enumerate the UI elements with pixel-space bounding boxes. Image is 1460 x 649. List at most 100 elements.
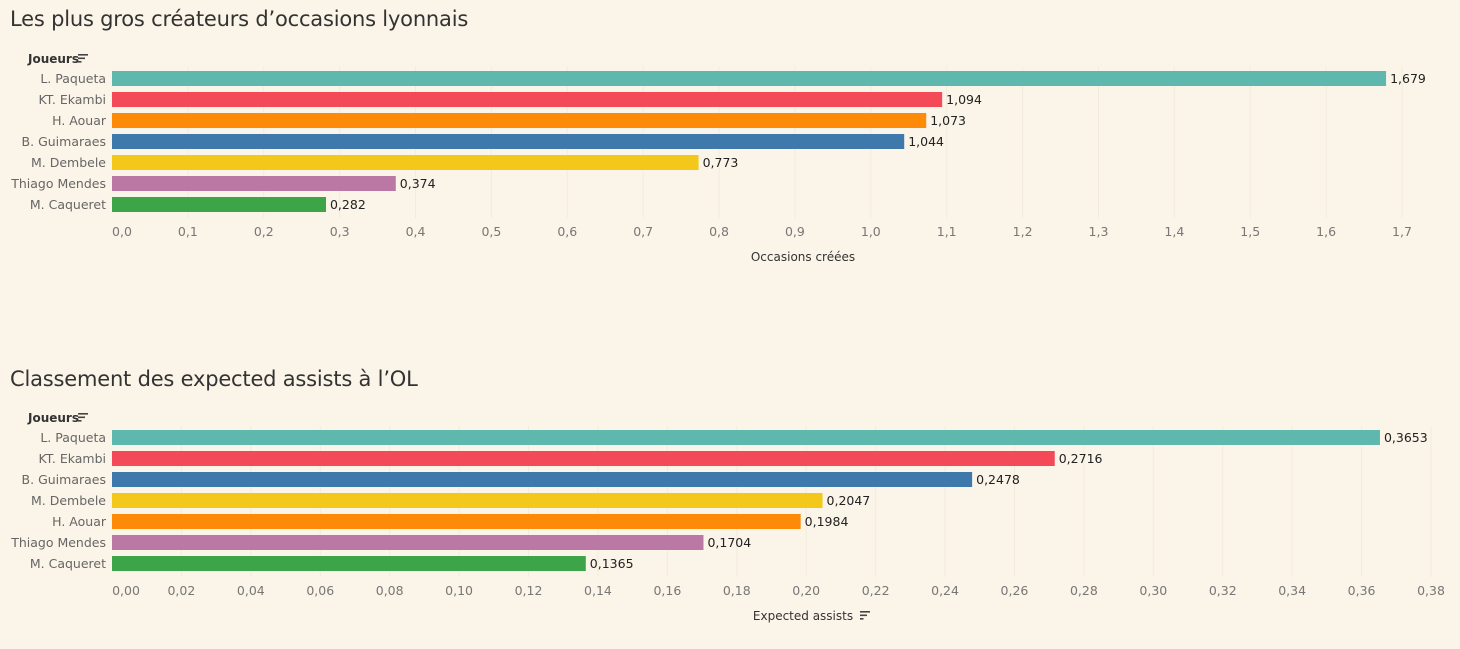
tick-label: 0,8 [709,224,729,239]
tick-label: 0,28 [1070,583,1098,598]
sort-icon[interactable] [78,54,88,63]
sort-icon[interactable] [860,611,870,620]
sort-icon-bar [78,54,88,56]
value-label: 0,374 [400,176,436,191]
tick-label: 0,1 [178,224,198,239]
tick-label: 0,32 [1209,583,1237,598]
tick-label: 0,06 [306,583,334,598]
value-label: 1,073 [930,113,966,128]
bar[interactable] [112,197,326,212]
category-label: L. Paqueta [40,430,106,445]
tick-label: 0,00 [112,583,140,598]
tick-label: 0,08 [376,583,404,598]
tick-label: 0,7 [633,224,653,239]
bar[interactable] [112,535,704,550]
tick-label: 0,18 [723,583,751,598]
category-label: H. Aouar [52,514,107,529]
value-label: 0,1704 [707,535,751,550]
category-label: KT. Ekambi [39,451,107,466]
value-label: 0,1984 [805,514,849,529]
tick-label: 0,9 [785,224,805,239]
bar[interactable] [112,514,801,529]
category-label: M. Caqueret [30,197,106,212]
tick-label: 1,5 [1240,224,1260,239]
bar[interactable] [112,451,1055,466]
tick-label: 0,4 [406,224,426,239]
bar[interactable] [112,113,927,128]
value-label: 1,094 [946,92,982,107]
sort-icon-bar [78,61,82,63]
value-label: 0,3653 [1384,430,1428,445]
tick-label: 0,2 [254,224,274,239]
row-header-joueurs: Joueurs [27,411,79,425]
tick-label: 0,02 [167,583,195,598]
category-label: B. Guimaraes [22,134,106,149]
chart-2-title: Classement des expected assists à l’OL [10,367,418,391]
bar[interactable] [112,71,1387,86]
sort-icon-bar [78,416,85,419]
tick-label: 1,3 [1089,224,1109,239]
row-header-joueurs: Joueurs [27,52,79,66]
tick-label: 0,14 [584,583,612,598]
tick-label: 0,34 [1278,583,1306,598]
chart-1-title: Les plus gros créateurs d’occasions lyon… [10,7,469,31]
category-label: Thiago Mendes [10,535,106,550]
sort-icon-bar [860,614,867,617]
axis-title: Occasions créées [751,250,855,264]
tick-label: 0,0 [112,224,132,239]
tick-label: 0,26 [1001,583,1029,598]
sort-icon-bar [860,618,864,620]
tick-label: 0,5 [481,224,501,239]
tick-label: 0,12 [515,583,543,598]
category-label: M. Dembele [31,155,106,170]
tick-label: 0,3 [330,224,350,239]
axis-title: Expected assists [753,609,853,623]
bar[interactable] [112,493,823,508]
chart-1-occasions-creees: Joueurs L. Paqueta 1,679 KT. Ekambi 1,094 H. … [10,52,1426,264]
sort-icon-bar [78,413,88,415]
bar[interactable] [112,556,586,571]
tick-label: 0,30 [1139,583,1167,598]
sort-icon-bar [78,420,82,422]
tick-label: 1,7 [1392,224,1412,239]
sort-icon[interactable] [78,413,88,422]
tick-label: 1,0 [861,224,881,239]
value-label: 0,2716 [1059,451,1103,466]
tick-label: 0,6 [557,224,577,239]
tick-label: 0,24 [931,583,959,598]
value-label: 1,044 [908,134,944,149]
bar[interactable] [112,92,943,107]
bar[interactable] [112,472,973,487]
category-label: Thiago Mendes [10,176,106,191]
value-label: 0,2047 [827,493,871,508]
tick-label: 1,2 [1013,224,1033,239]
category-label: L. Paqueta [40,71,106,86]
value-label: 0,2478 [976,472,1020,487]
tick-label: 0,16 [653,583,681,598]
category-label: H. Aouar [52,113,107,128]
tick-label: 1,6 [1316,224,1336,239]
value-label: 0,1365 [590,556,634,571]
category-label: M. Dembele [31,493,106,508]
sort-icon-bar [860,611,870,613]
tick-label: 0,20 [792,583,820,598]
tick-label: 0,38 [1417,583,1445,598]
category-label: B. Guimaraes [22,472,106,487]
tick-label: 1,4 [1164,224,1184,239]
bar[interactable] [112,155,699,170]
tick-label: 0,36 [1348,583,1376,598]
chart-2-expected-assists: Joueurs L. Paqueta 0,3653 KT. Ekambi 0,2716 B… [10,411,1445,623]
bar[interactable] [112,430,1380,445]
sort-icon-bar [78,57,85,60]
tick-label: 0,04 [237,583,265,598]
tick-label: 0,22 [862,583,890,598]
bar[interactable] [112,176,396,191]
category-label: KT. Ekambi [39,92,107,107]
category-label: M. Caqueret [30,556,106,571]
value-label: 0,773 [703,155,739,170]
bar[interactable] [112,134,905,149]
value-label: 1,679 [1390,71,1426,86]
value-label: 0,282 [330,197,366,212]
tick-label: 1,1 [937,224,957,239]
tick-label: 0,10 [445,583,473,598]
